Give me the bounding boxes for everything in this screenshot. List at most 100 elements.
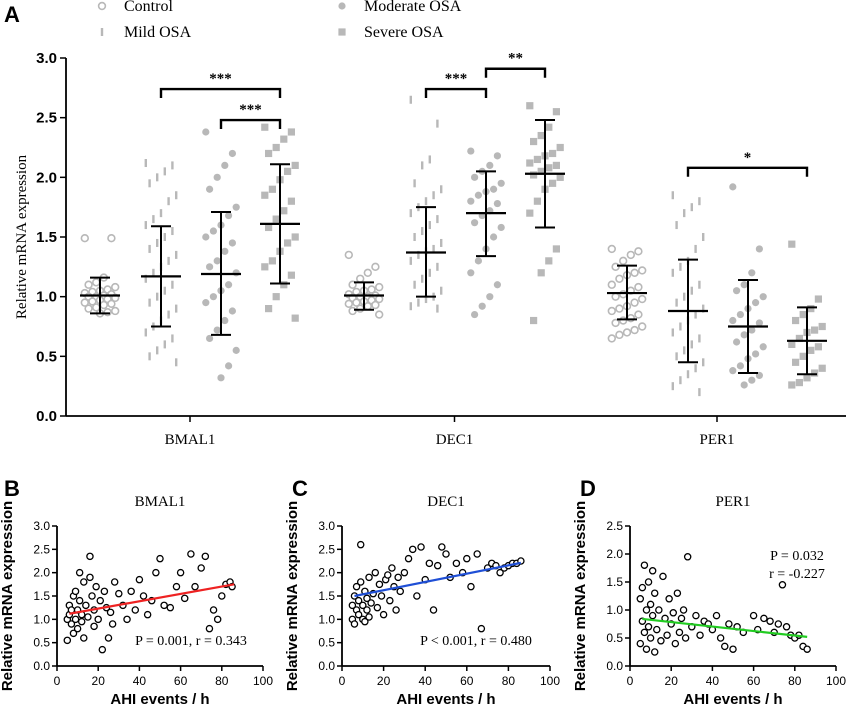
data-point	[205, 624, 214, 633]
y-tick-label: 1.0	[36, 289, 57, 306]
data-point	[408, 545, 417, 554]
panel-a-plot: Relative mRNA expression 0.0 0.5 1.0 1.5 2.0…	[14, 50, 846, 448]
data-point	[615, 304, 624, 313]
data-point	[637, 294, 647, 304]
data-point	[530, 316, 538, 325]
data-point	[644, 578, 653, 586]
data-point	[634, 247, 643, 256]
data-point	[156, 554, 164, 563]
data-point	[213, 173, 221, 181]
data-point	[428, 221, 431, 230]
data-point	[75, 596, 84, 605]
data-point	[144, 274, 147, 283]
data-point	[766, 617, 774, 625]
y-tick-label: 2.5	[33, 542, 50, 556]
data-point	[657, 637, 665, 645]
data-point	[530, 137, 538, 146]
data-point	[261, 263, 269, 271]
data-point	[409, 256, 412, 265]
data-point	[365, 573, 373, 582]
data-point	[694, 244, 697, 253]
data-point	[537, 269, 545, 277]
y-tick-label: 1.5	[606, 575, 623, 589]
data-point	[740, 331, 748, 339]
data-point	[404, 554, 413, 563]
x-tick-label: BMAL1	[165, 432, 216, 448]
data-point	[71, 615, 80, 624]
data-point	[760, 614, 768, 623]
data-point	[626, 250, 635, 260]
data-point	[156, 238, 159, 247]
data-point	[467, 197, 475, 205]
data-point	[209, 606, 218, 614]
data-point	[436, 304, 439, 313]
data-point	[417, 543, 425, 551]
data-point	[611, 262, 620, 272]
data-point	[646, 634, 655, 642]
data-point	[90, 622, 98, 631]
data-point	[99, 300, 109, 310]
data-point	[696, 631, 704, 639]
data-point	[428, 268, 431, 277]
data-point	[675, 298, 678, 307]
data-point	[467, 582, 475, 591]
data-point	[409, 95, 412, 104]
data-point	[354, 610, 363, 619]
data-point	[755, 245, 764, 253]
data-point	[683, 346, 686, 355]
data-point	[452, 559, 461, 568]
data-point	[110, 306, 120, 316]
data-point	[782, 623, 791, 631]
data-point	[552, 161, 560, 169]
data-point	[272, 293, 280, 301]
data-point	[84, 280, 93, 289]
data-point	[344, 250, 353, 260]
panel-b-plot: BMAL1 Relative mRNA expression AHI event…	[0, 494, 273, 708]
data-point	[367, 285, 376, 294]
data-point	[148, 244, 151, 253]
data-point	[424, 295, 428, 304]
x-tick-label: 0	[627, 674, 634, 688]
data-point	[679, 322, 682, 331]
data-point	[413, 280, 416, 289]
data-point	[611, 292, 620, 301]
data-point	[107, 299, 116, 309]
data-point	[221, 161, 229, 169]
data-point	[671, 328, 674, 337]
x-tick-label: 40	[133, 674, 147, 688]
data-point	[811, 369, 819, 377]
legend-marker	[338, 28, 346, 36]
data-point	[486, 293, 494, 301]
data-point	[86, 552, 94, 561]
data-point	[729, 316, 737, 325]
data-point	[217, 374, 225, 382]
x-tick-label: 0	[54, 674, 61, 688]
data-point	[818, 364, 826, 372]
data-point	[716, 634, 725, 642]
data-point	[675, 221, 678, 230]
data-point	[634, 282, 643, 292]
y-tick-label: 0.0	[36, 408, 57, 425]
x-axis-label: AHI events / h	[683, 691, 782, 708]
data-point	[673, 589, 682, 597]
y-axis-label: Relative mRNA expression	[0, 501, 16, 691]
data-point	[75, 568, 84, 577]
y-tick-label: 1.5	[318, 589, 335, 603]
data-point	[144, 328, 147, 337]
x-axis-label: AHI events / h	[396, 691, 495, 708]
data-point	[679, 606, 688, 614]
stats-annotation-p: P = 0.032	[770, 549, 824, 564]
data-point	[167, 197, 170, 206]
data-point	[736, 310, 745, 319]
data-point	[759, 343, 767, 351]
data-point	[375, 310, 384, 319]
y-tick-label: 3.0	[318, 519, 335, 533]
y-tick-label: 1.0	[606, 603, 623, 617]
data-point	[648, 611, 657, 620]
data-point	[171, 334, 174, 343]
x-tick-label: 0	[339, 674, 346, 688]
data-point	[490, 185, 498, 193]
data-point	[67, 620, 76, 628]
y-tick-label: 1.0	[33, 612, 50, 626]
